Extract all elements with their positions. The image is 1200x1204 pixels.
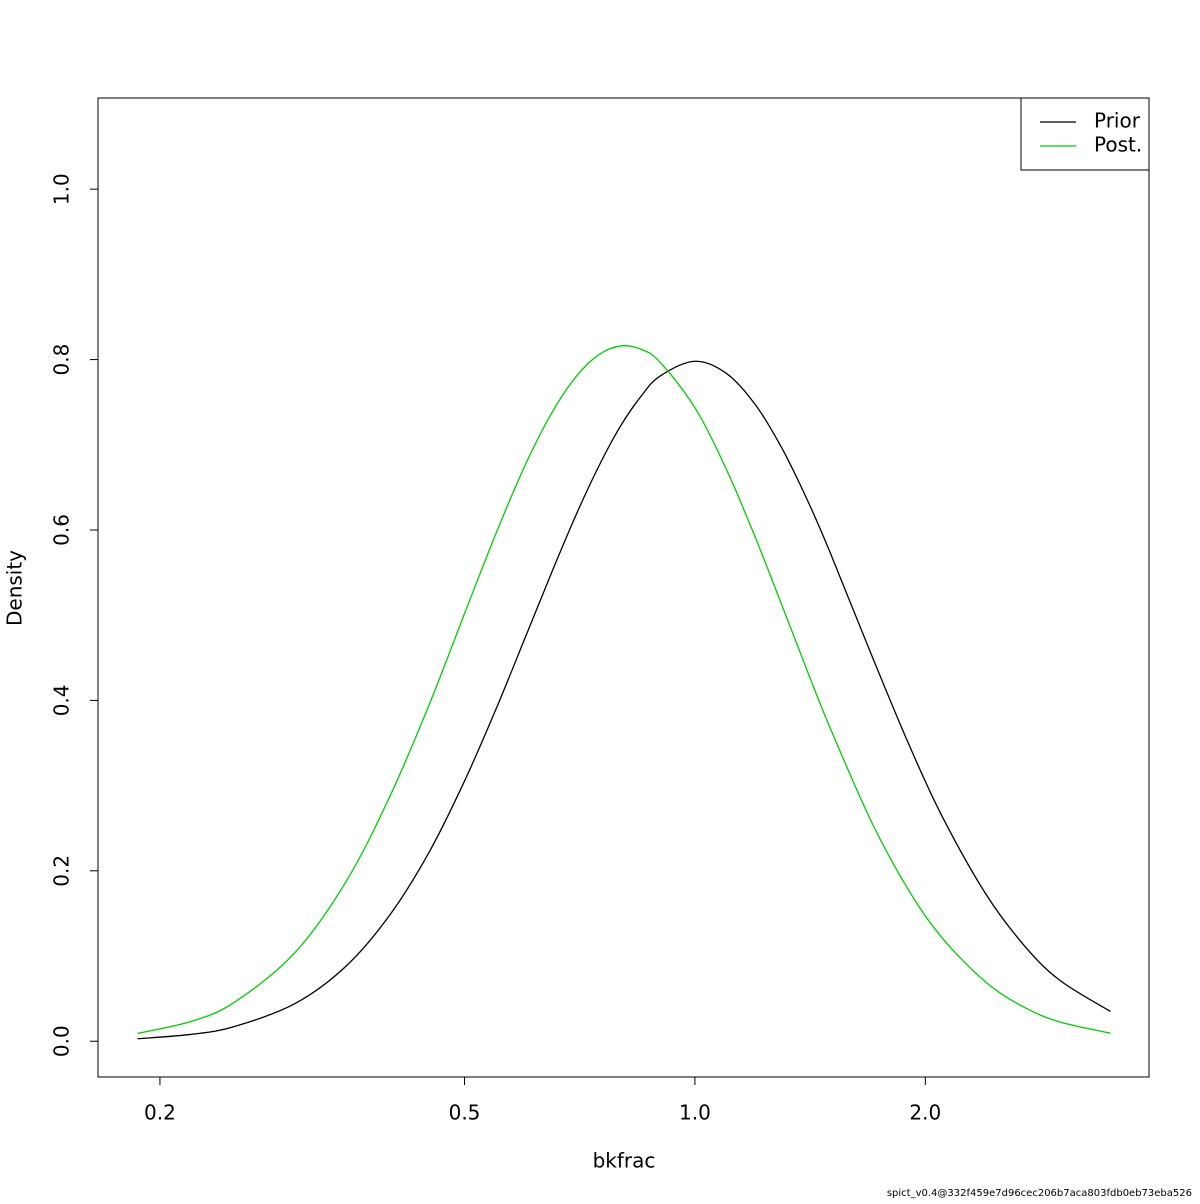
legend-box [1020,97,1150,171]
footnote: spict_v0.4@332f459e7d96cec206b7aca803fdb… [887,1188,1192,1199]
x-tick-label: 2.0 [909,1101,941,1125]
y-tick-label: 0.6 [50,514,74,546]
x-tick-label: 0.2 [144,1101,176,1125]
x-axis-label: bkfrac [593,1149,656,1173]
x-tick-label: 1.0 [679,1101,711,1125]
y-tick-label: 0.4 [50,684,74,716]
legend-label: Prior [1094,109,1141,133]
plot-box [97,97,1150,1078]
legend-label: Post. [1094,133,1142,157]
y-axis-label: Density [3,550,27,626]
line-series [137,360,1111,1040]
y-tick-label: 0.2 [50,855,74,887]
y-tick-label: 0.0 [50,1025,74,1057]
y-tick-label: 0.8 [50,344,74,376]
y-tick-label: 1.0 [50,173,74,205]
line-series [137,345,1111,1035]
x-tick-label: 0.5 [449,1101,481,1125]
